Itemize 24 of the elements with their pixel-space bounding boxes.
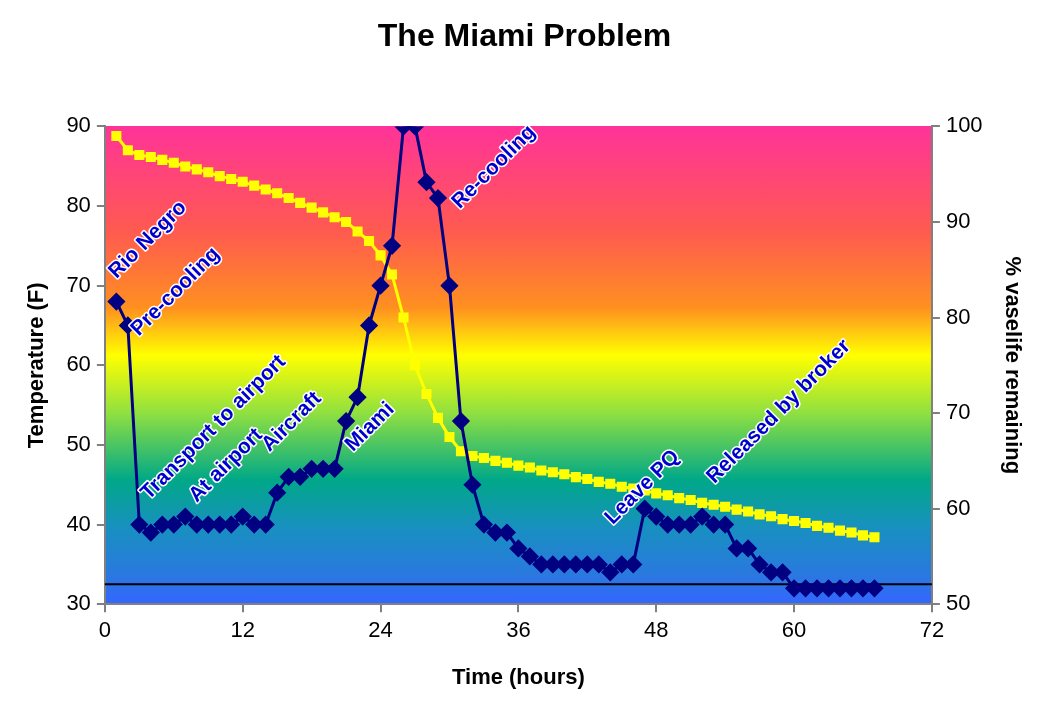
y-tick-label: 30 [66, 590, 91, 616]
x-tick-label: 12 [230, 617, 255, 643]
y2-tick-label: 70 [945, 399, 971, 425]
y-tick-label: 40 [66, 510, 91, 536]
y-tick-label: 50 [66, 431, 91, 456]
y-axis-title: Temperature (F) [23, 282, 49, 449]
x-tick-label: 24 [368, 617, 393, 643]
x-tick-label: 60 [781, 617, 807, 643]
y2-tick-label: 60 [945, 494, 971, 520]
x-tick-label: 72 [919, 617, 945, 643]
y2-axis-title: % vaselife remaining [1000, 256, 1026, 475]
y2-tick-label: 80 [945, 303, 971, 329]
y-tick-label: 80 [66, 192, 91, 218]
x-axis-title: Time (hours) [451, 663, 585, 689]
y2-tick-label: 90 [945, 208, 971, 234]
x-tick-label: 48 [643, 617, 669, 643]
y2-tick-label: 100 [945, 112, 983, 138]
y2-tick-label: 50 [945, 590, 971, 616]
chart-title: The Miami Problem [377, 17, 672, 54]
x-tick-label: 0 [98, 617, 111, 643]
y-tick-label: 70 [66, 271, 91, 297]
x-tick-label: 36 [506, 617, 531, 643]
y-tick-label: 90 [66, 112, 91, 138]
y-tick-label: 60 [66, 351, 91, 377]
